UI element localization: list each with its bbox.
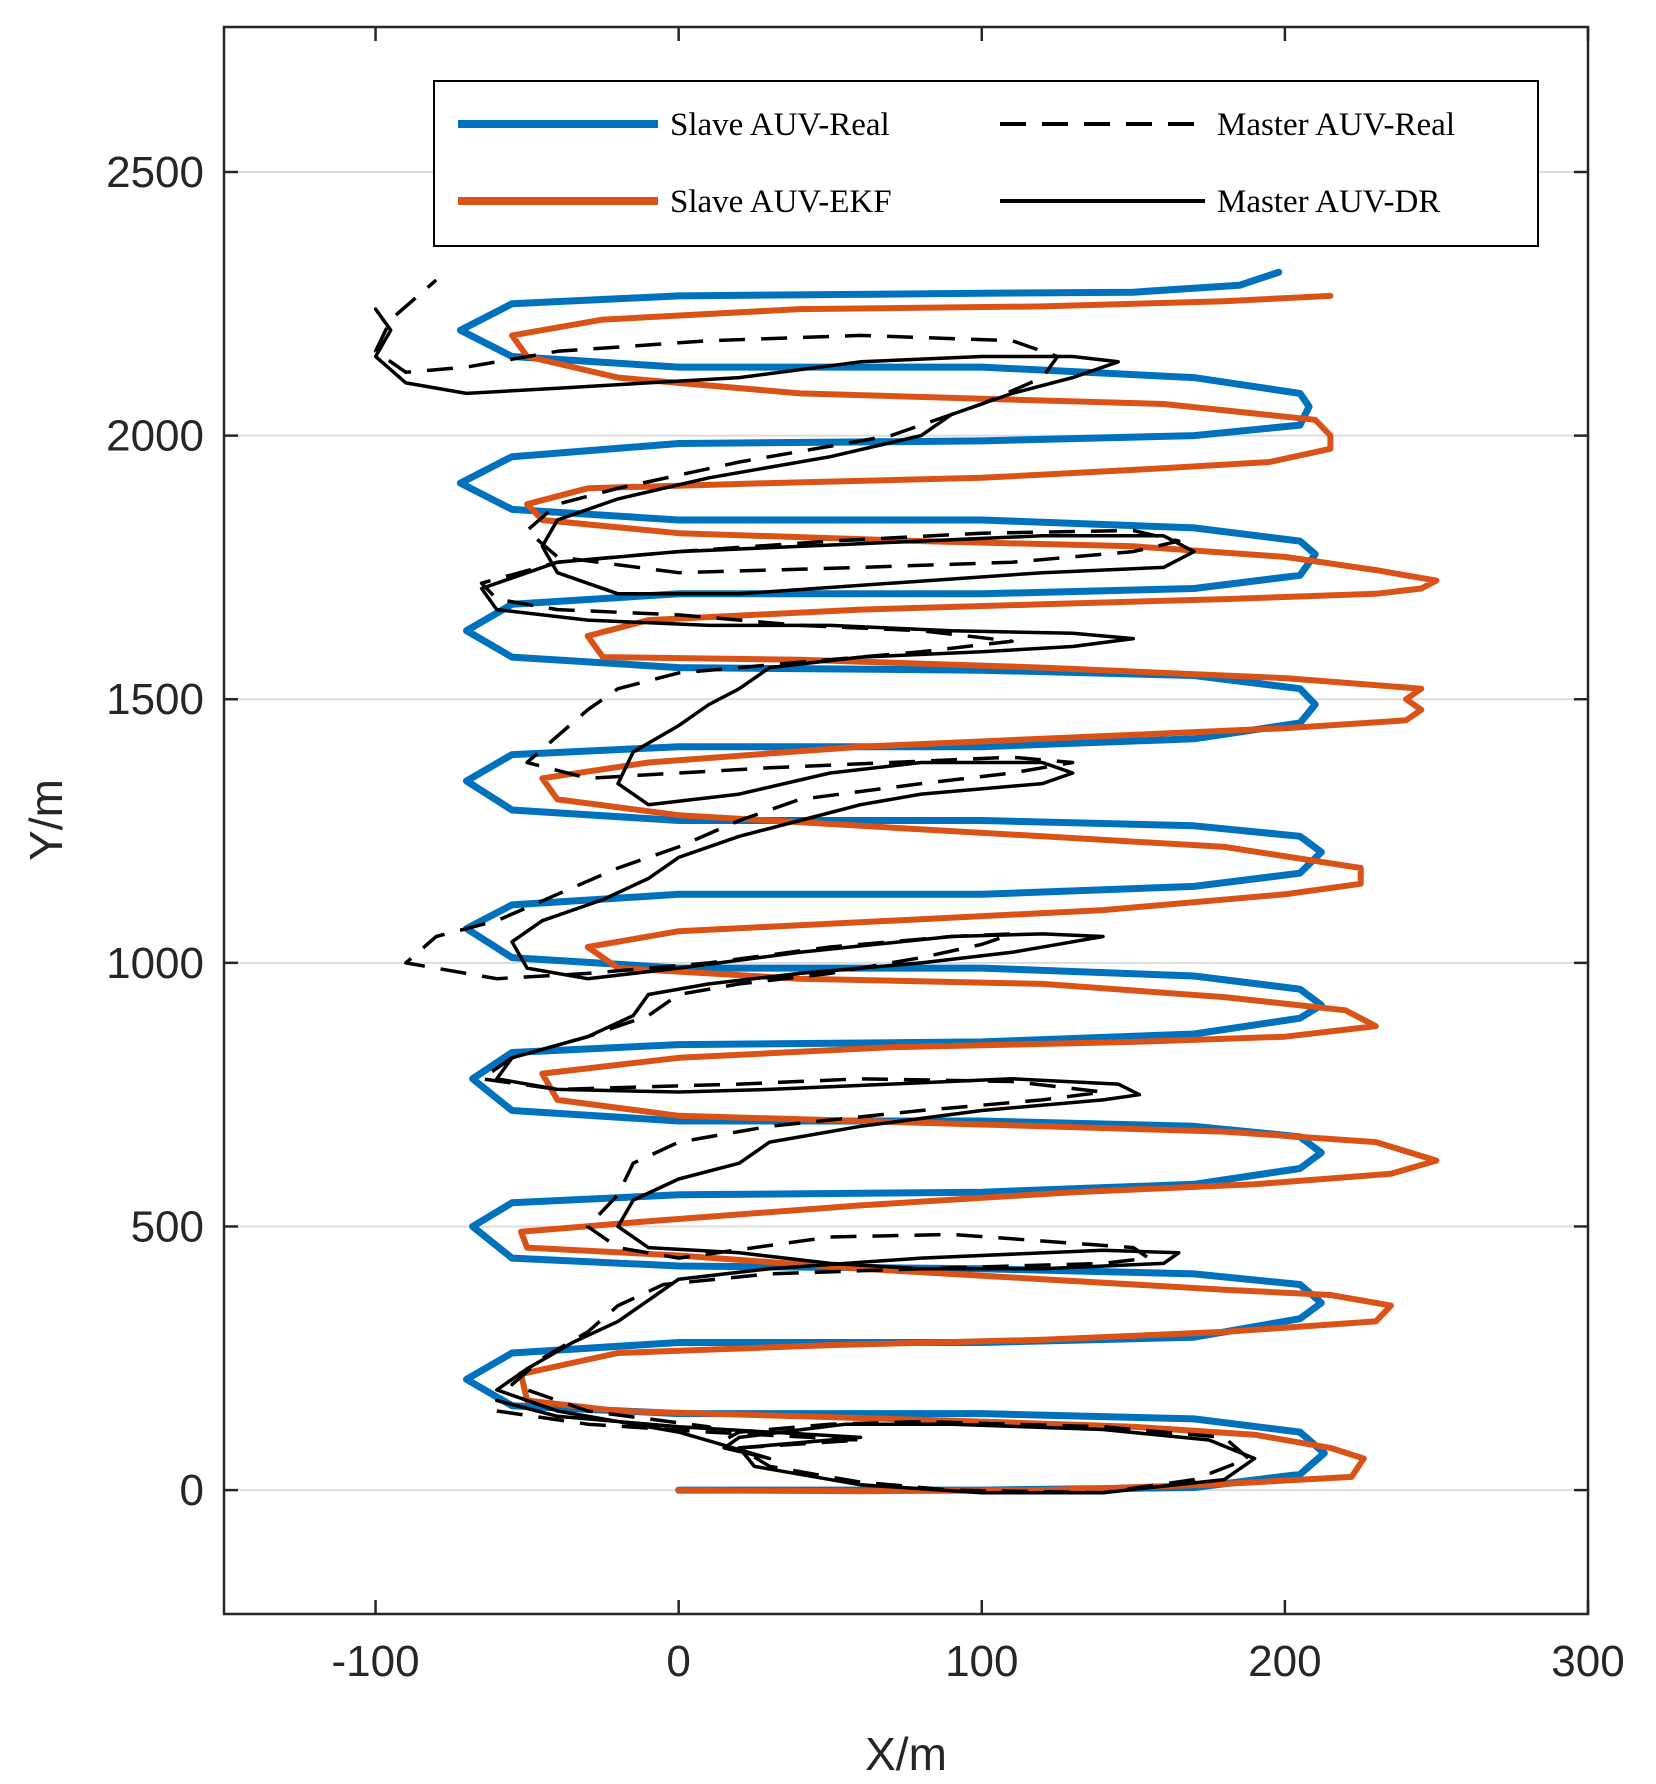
x-tick-label: 200: [1248, 1637, 1321, 1686]
legend-label-master-real: Master AUV-Real: [1217, 107, 1455, 143]
series-master-auv-real: [373, 278, 1251, 1495]
x-tick-label: 300: [1551, 1637, 1624, 1686]
legend: Slave AUV-Real Slave AUV-EKF Master AUV-…: [433, 80, 1539, 247]
legend-entry-master-real: Master AUV-Real: [1000, 107, 1455, 143]
y-axis-label: Y/m: [20, 779, 72, 861]
legend-entry-slave-real: Slave AUV-Real: [458, 107, 890, 143]
y-tick-label: 1000: [106, 939, 204, 988]
series-slave-auv-ekf: [509, 292, 1440, 1495]
plot-frame: [222, 25, 1590, 1616]
axis-ticks: 0 500 1000 1500 2000 2500 -100 0 100 200 300: [106, 27, 1625, 1686]
y-tick-label: 2000: [106, 412, 204, 461]
y-tick-label: 1500: [106, 675, 204, 724]
legend-label-slave-real: Slave AUV-Real: [670, 107, 890, 143]
legend-label-slave-ekf: Slave AUV-EKF: [670, 184, 892, 220]
series-slave-auv-real: [456, 268, 1328, 1494]
legend-box: [433, 80, 1539, 247]
legend-label-master-dr: Master AUV-DR: [1217, 184, 1440, 220]
x-axis-label: X/m: [865, 1728, 947, 1780]
x-tick-label: 100: [945, 1637, 1018, 1686]
y-tick-label: 0: [180, 1466, 204, 1515]
series-master-auv-dr: [373, 307, 1257, 1495]
y-tick-label: 500: [131, 1202, 204, 1251]
y-tick-label: 2500: [106, 148, 204, 197]
legend-entry-master-dr: Master AUV-DR: [1000, 184, 1440, 220]
x-tick-label: 0: [666, 1637, 690, 1686]
legend-entry-slave-ekf: Slave AUV-EKF: [458, 184, 892, 220]
x-tick-label: -100: [332, 1637, 420, 1686]
plot-series: [373, 268, 1440, 1495]
